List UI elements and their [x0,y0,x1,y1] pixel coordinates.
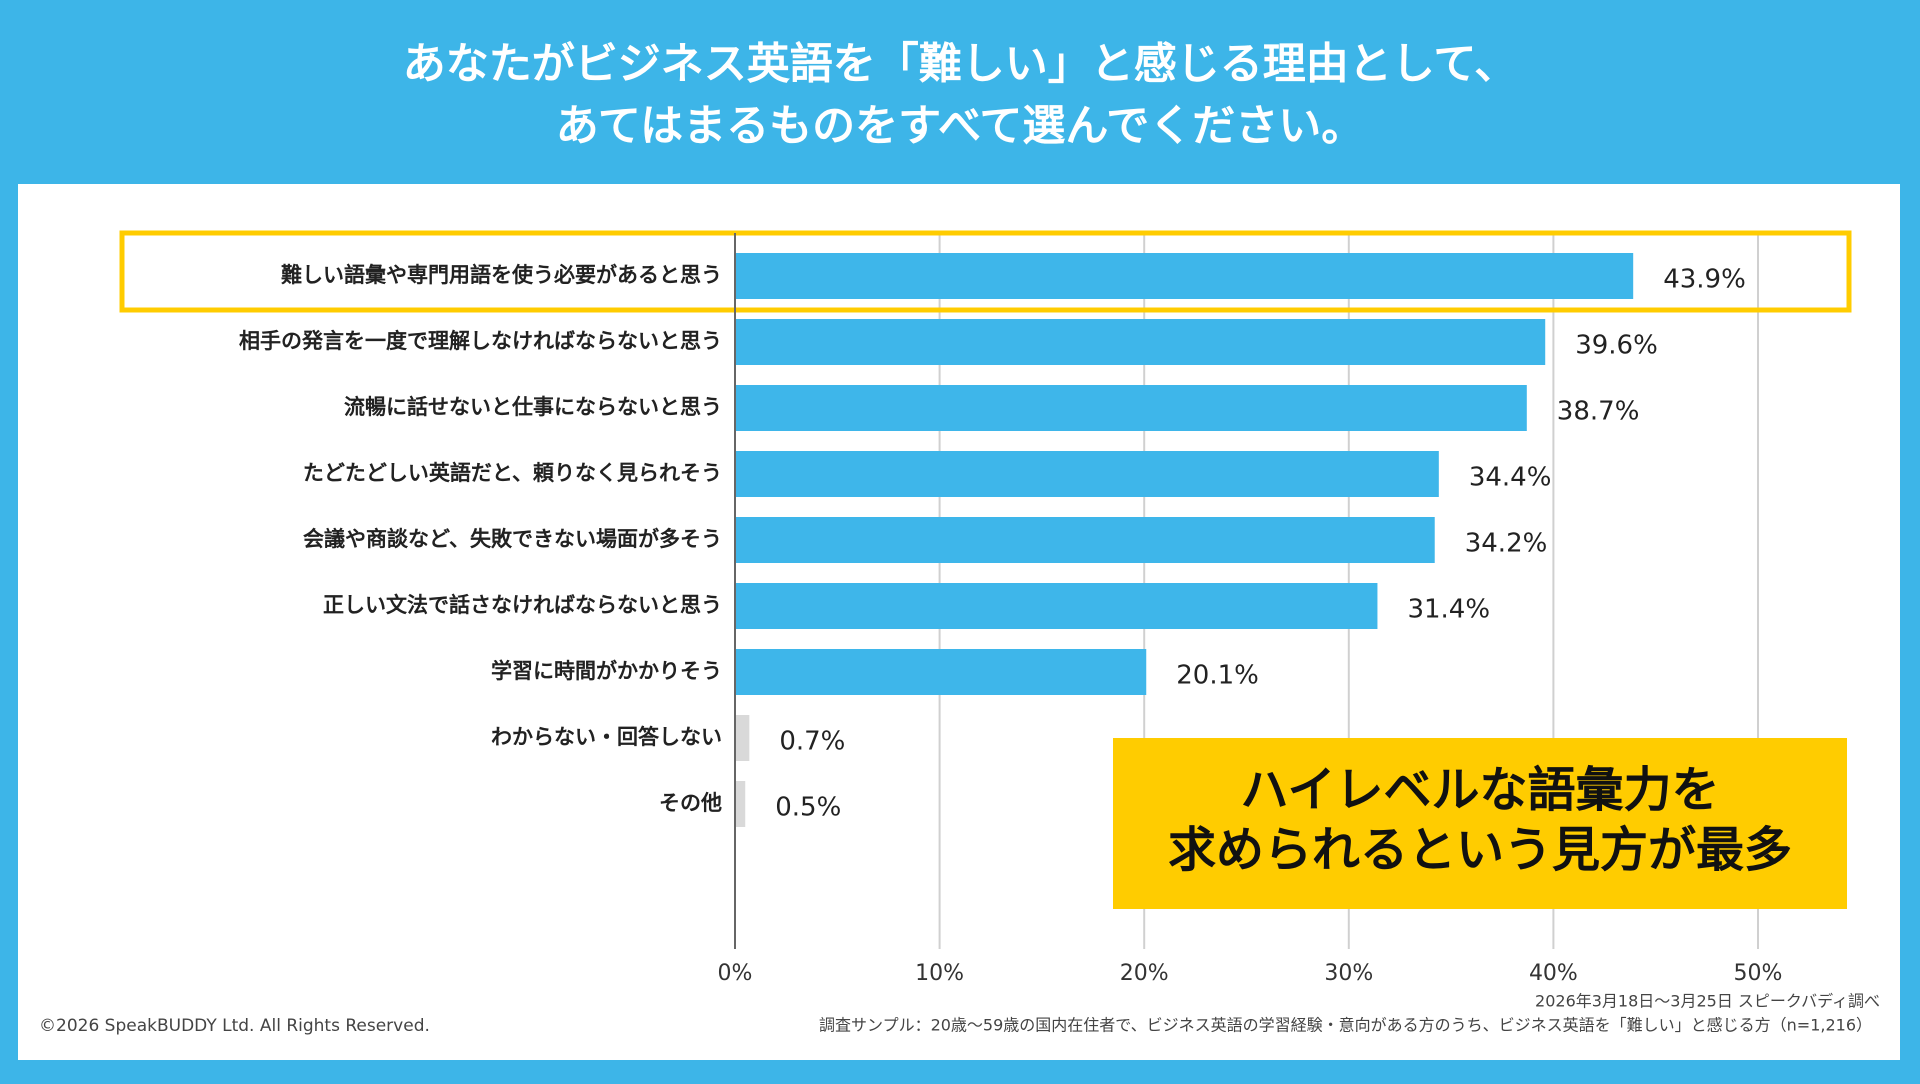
category-label: たどたどしい英語だと、頼りなく見られそう [303,461,722,485]
chart-title: あなたがビジネス英語を「難しい」と感じる理由として、 [403,40,1518,90]
category-label: 正しい文法で話さなければならないと思う [323,593,722,617]
x-tick-label: 40% [1529,961,1578,986]
value-label: 0.5% [775,793,841,823]
bar [735,517,1435,563]
x-tick-label: 0% [718,961,753,986]
value-label: 39.6% [1575,331,1658,361]
highlight-box [119,230,1852,313]
bar [735,583,1378,629]
category-label: わからない・回答しない [491,725,722,749]
bar [735,319,1546,365]
category-label: 流暢に話せないと仕事にならないと思う [344,395,722,419]
bar [735,253,1634,299]
category-label: 会議や商談など、失敗できない場面が多そう [303,527,722,551]
copyright: ©2026 SpeakBUDDY Ltd. All Rights Reserve… [39,1016,430,1036]
value-label: 34.4% [1469,463,1552,493]
bar [735,385,1527,431]
category-label: 学習に時間がかかりそう [491,659,722,683]
x-tick-label: 10% [915,961,964,986]
x-tick-label: 20% [1120,961,1169,986]
value-label: 34.2% [1465,529,1548,559]
bar [735,649,1147,695]
callout-text: 求められるという見方が最多 [1168,822,1792,878]
callout-text: ハイレベルな語彙力を [1240,762,1719,818]
value-label: 31.4% [1407,595,1490,625]
bar [735,715,750,761]
category-label: 相手の発言を一度で理解しなければならないと思う [239,329,722,353]
category-label: 難しい語彙や専門用語を使う必要があると思う [281,263,722,287]
callout-box [1113,738,1847,909]
value-label: 38.7% [1557,397,1640,427]
category-label: その他 [659,791,722,815]
x-tick-label: 30% [1324,961,1373,986]
source-note: 2026年3月18日〜3月25日 スピークバディ調べ [1535,992,1880,1011]
bar [735,781,746,827]
bar [735,451,1439,497]
chart-title: あてはまるものをすべて選んでください。 [556,102,1364,152]
value-label: 20.1% [1176,661,1259,691]
value-label: 0.7% [779,727,845,757]
sample-note: 調査サンプル：20歳〜59歳の国内在住者で、ビジネス英語の学習経験・意向がある方… [819,1016,1872,1035]
value-label: 43.9% [1663,265,1746,295]
x-tick-label: 50% [1734,961,1783,986]
